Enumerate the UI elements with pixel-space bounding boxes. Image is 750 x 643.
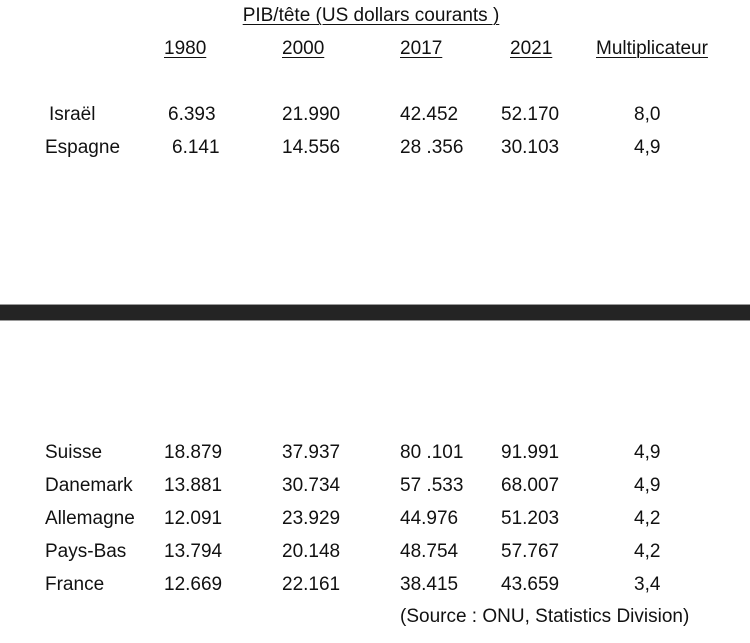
value-2021: 51.203 (501, 508, 560, 529)
country-name: Espagne (45, 137, 121, 158)
value-multiplicateur: 4,2 (634, 508, 661, 529)
value-multiplicateur: 4,2 (634, 541, 661, 562)
value-2021: 30.103 (501, 137, 560, 158)
value-2017: 80 .101 (400, 442, 464, 463)
value-2021: 57.767 (501, 541, 560, 562)
country-name: Suisse (45, 442, 103, 463)
value-2000: 20.148 (282, 541, 341, 562)
value-2000: 37.937 (282, 442, 341, 463)
value-2017: 28 .356 (400, 137, 464, 158)
value-2021: 68.007 (501, 475, 560, 496)
value-multiplicateur: 4,9 (634, 475, 661, 496)
column-header-2000: 2000 (282, 38, 325, 59)
value-2017: 57 .533 (400, 475, 464, 496)
value-1980: 12.669 (164, 574, 223, 595)
value-1980: 18.879 (164, 442, 223, 463)
value-multiplicateur: 4,9 (634, 442, 661, 463)
column-header-2021: 2021 (510, 38, 553, 59)
value-2000: 21.990 (282, 104, 341, 125)
value-1980: 12.091 (164, 508, 223, 529)
value-2000: 30.734 (282, 475, 341, 496)
value-1980: 6.393 (168, 104, 216, 125)
value-multiplicateur: 4,9 (634, 137, 661, 158)
value-2017: 48.754 (400, 541, 459, 562)
value-1980: 6.141 (172, 137, 220, 158)
value-multiplicateur: 8,0 (634, 104, 661, 125)
table-title: PIB/tête (US dollars courants ) (242, 5, 500, 26)
value-multiplicateur: 3,4 (634, 574, 661, 595)
value-2000: 23.929 (282, 508, 341, 529)
value-2017: 44.976 (400, 508, 459, 529)
country-name: France (45, 574, 105, 595)
column-header-multiplicateur: Multiplicateur (596, 38, 708, 59)
value-2021: 52.170 (501, 104, 560, 125)
value-2021: 91.991 (501, 442, 560, 463)
value-2017: 38.415 (400, 574, 459, 595)
country-name: Pays-Bas (45, 541, 127, 562)
value-2000: 22.161 (282, 574, 341, 595)
value-1980: 13.794 (164, 541, 223, 562)
country-name: Israël (49, 104, 96, 125)
section-divider (0, 304, 750, 321)
value-1980: 13.881 (164, 475, 223, 496)
value-2021: 43.659 (501, 574, 560, 595)
value-2000: 14.556 (282, 137, 341, 158)
country-name: Danemark (45, 475, 133, 496)
column-header-2017: 2017 (400, 38, 443, 59)
source-note: (Source : ONU, Statistics Division) (400, 606, 690, 627)
column-header-1980: 1980 (164, 38, 207, 59)
country-name: Allemagne (45, 508, 135, 529)
value-2017: 42.452 (400, 104, 459, 125)
